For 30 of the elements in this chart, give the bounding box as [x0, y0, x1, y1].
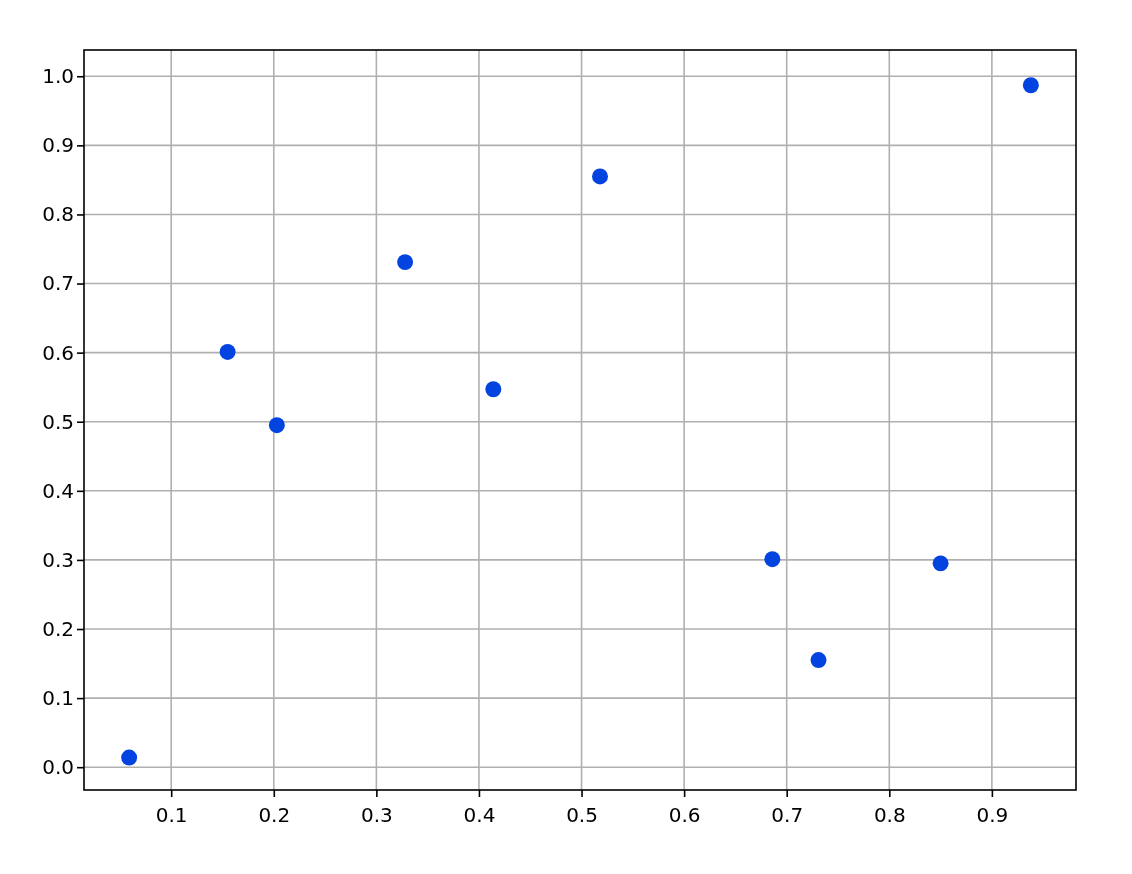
y-tick-label: 0.0 — [42, 755, 74, 780]
y-tick-label: 0.7 — [42, 271, 74, 296]
point — [268, 417, 285, 434]
x-tick-label: 0.3 — [360, 803, 393, 827]
x-tick-label: 0.7 — [771, 803, 804, 827]
x-tick-label: 0.5 — [566, 803, 598, 827]
point — [764, 551, 781, 568]
y-tick-label: 0.5 — [42, 409, 74, 434]
x-tick-label: 0.2 — [258, 803, 291, 827]
x-tick-label: 0.4 — [463, 803, 496, 827]
point — [592, 168, 608, 185]
y-tick-label: 0.3 — [42, 547, 74, 572]
x-tick-label: 0.8 — [873, 803, 906, 827]
y-tick-label: 1.0 — [42, 64, 74, 89]
y-tick-label: 0.6 — [42, 340, 74, 365]
y-tick-label: 0.1 — [42, 686, 74, 710]
y-tick-label: 0.9 — [42, 133, 74, 158]
point — [397, 254, 414, 271]
x-tick-label: 0.1 — [155, 803, 188, 827]
point — [485, 381, 502, 398]
x-tick-label: 0.6 — [668, 803, 701, 827]
y-tick-label: 0.2 — [42, 616, 74, 641]
x-tick-label: 0.9 — [976, 803, 1009, 827]
point — [810, 652, 827, 669]
point — [219, 343, 236, 360]
point — [1022, 77, 1039, 94]
point — [932, 555, 949, 572]
point — [121, 749, 138, 766]
y-tick-label: 0.4 — [42, 478, 74, 503]
y-tick-label: 0.8 — [42, 202, 74, 227]
